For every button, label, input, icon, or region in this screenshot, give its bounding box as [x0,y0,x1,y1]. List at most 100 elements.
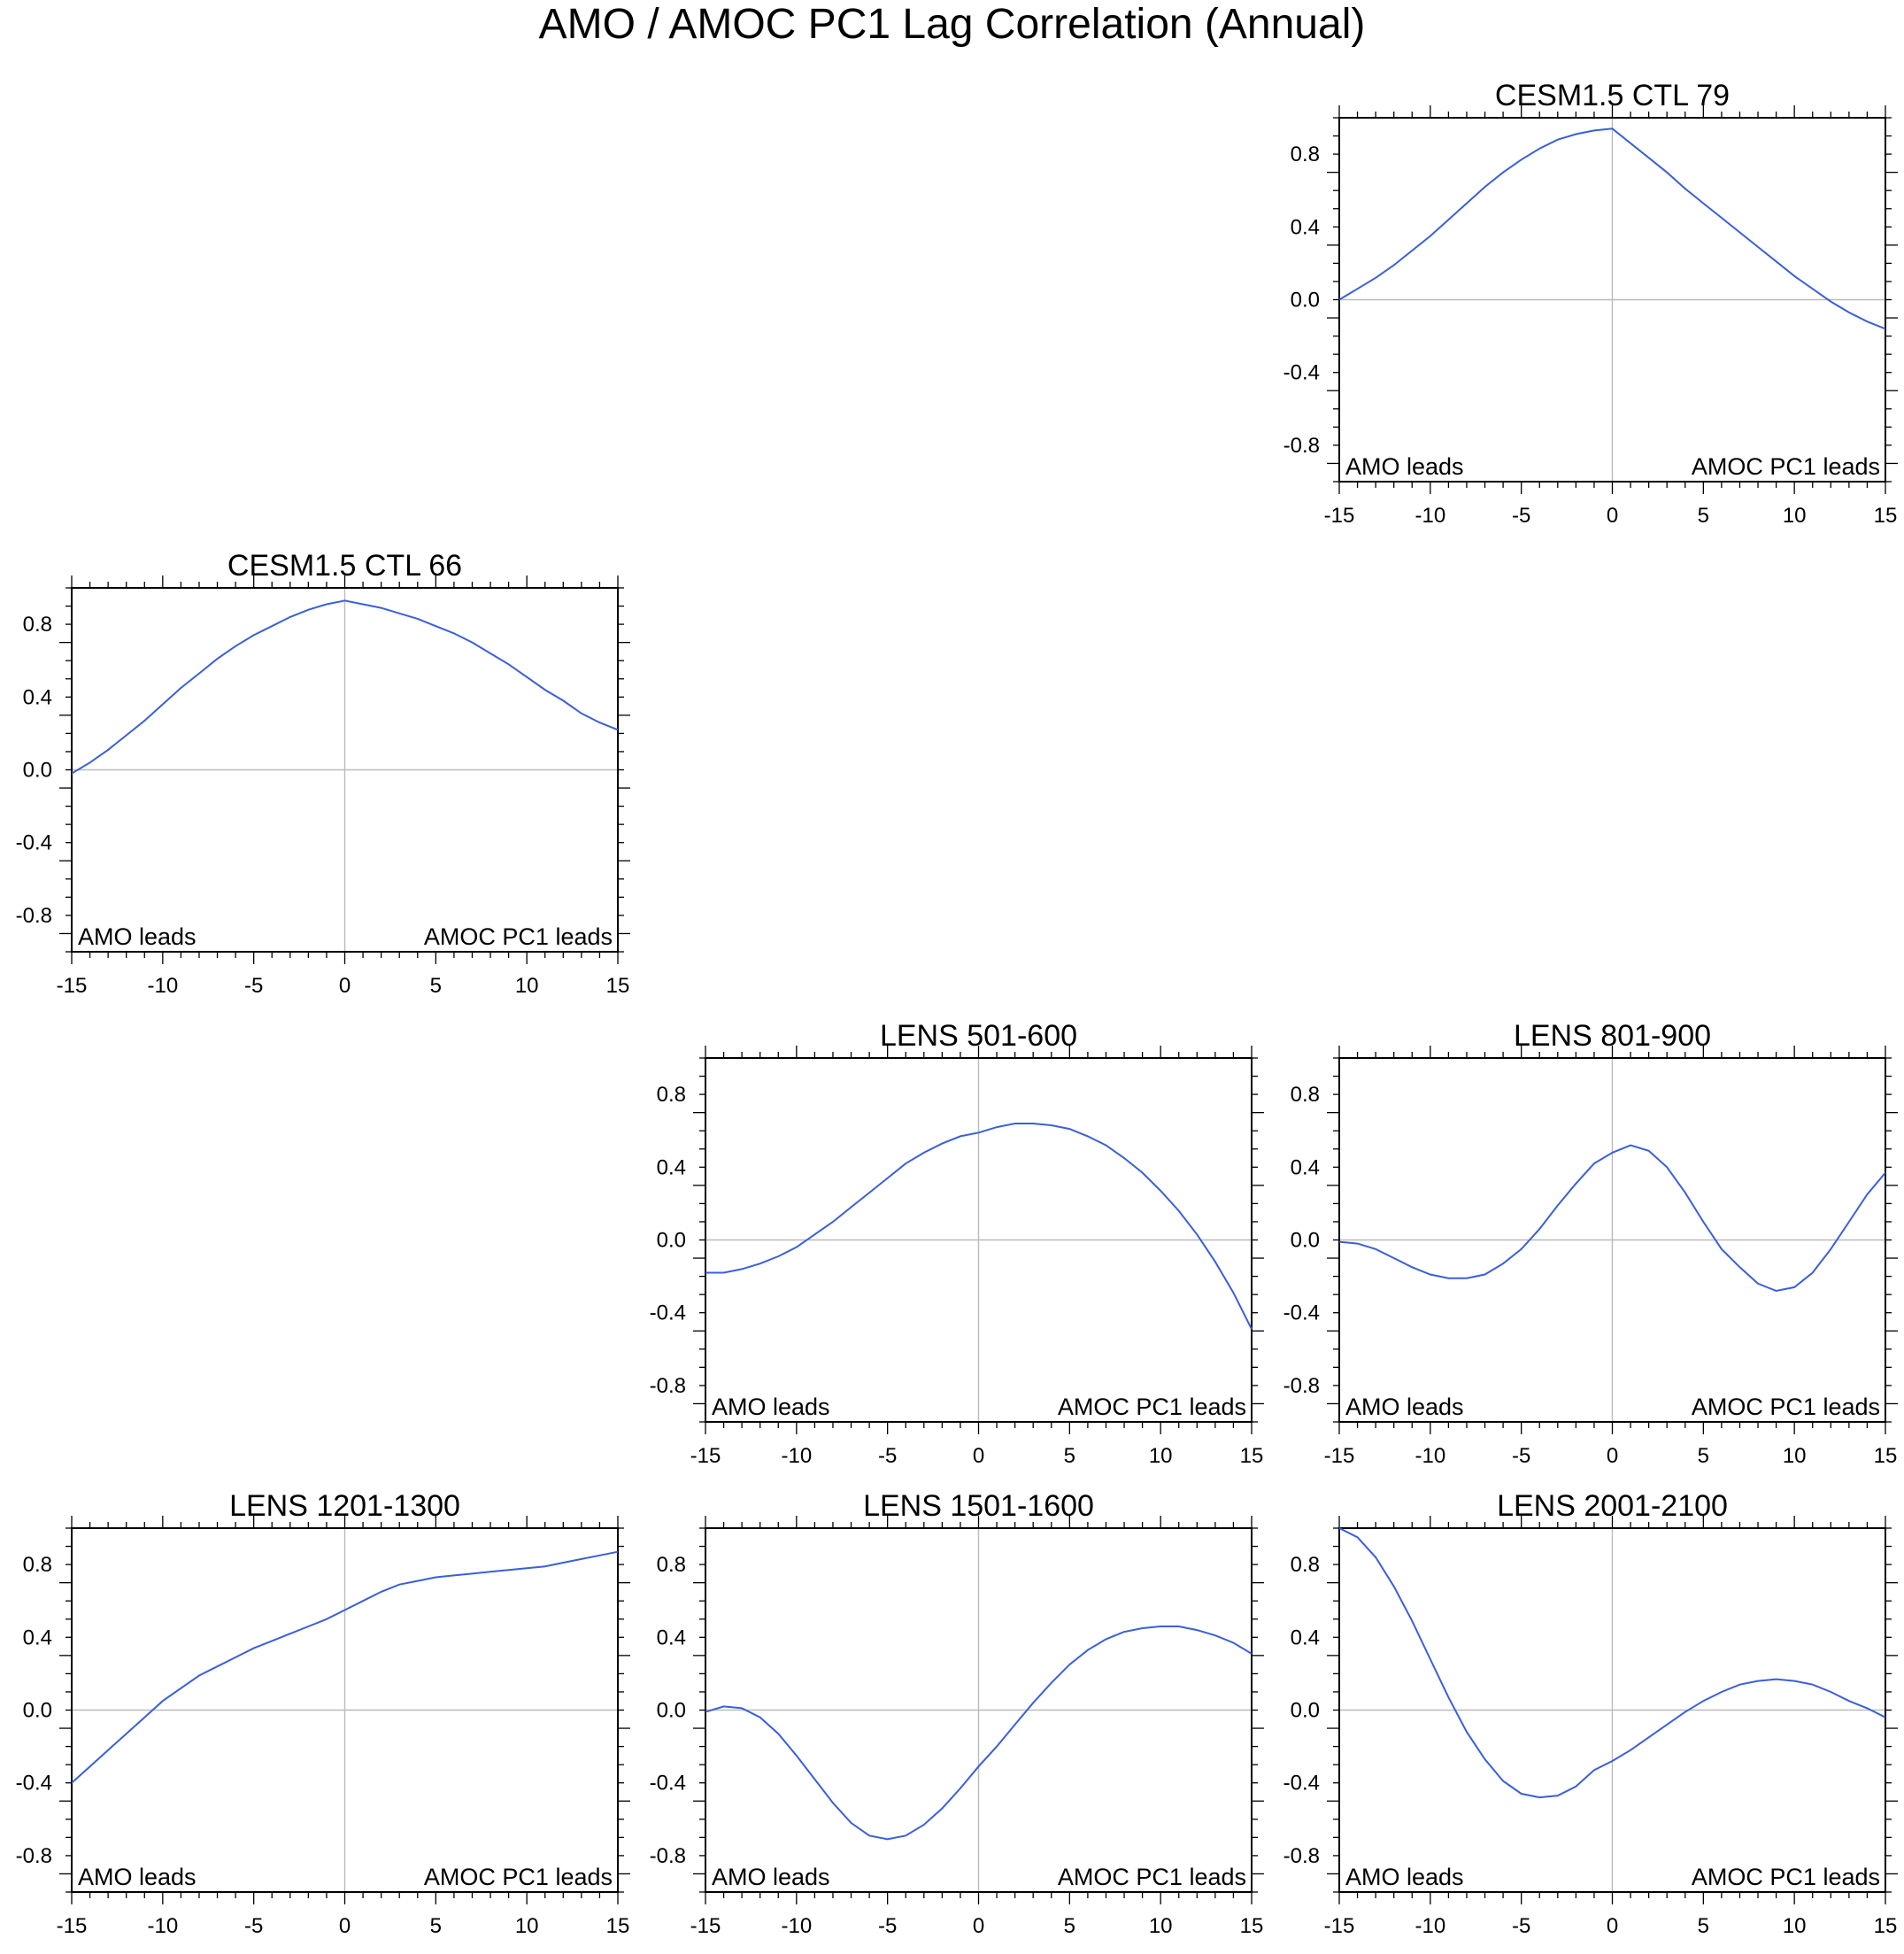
panel-3-title: LENS 501-600 [880,1019,1077,1053]
panel-4-xtick-label: -10 [1415,1444,1445,1468]
panel-7: LENS 2001-2100 -15 -10 -5 0 5 10 15 0.8 0.4 0.0 -0.… [1283,1489,1898,1938]
panel-1-xtick-label: 15 [1874,504,1898,528]
panel-1-series-line [1338,127,1886,330]
panel-5-ticks [59,1516,630,1904]
panel-1-right-annotation: AMOC PC1 leads [1692,453,1880,480]
panel-2-title: CESM1.5 CTL 66 [227,549,462,583]
panel-3-xtick-label: 10 [1149,1444,1173,1468]
panel-4-xtick-label: 10 [1783,1444,1807,1468]
panel-4-xtick-label: -5 [1512,1444,1530,1468]
panel-3-left-annotation: AMO leads [712,1394,830,1420]
panel-3-ytick-label: 0.8 [657,1083,686,1107]
panel-2-xtick-label: 10 [515,974,539,998]
panel-7-ytick-label: 0.0 [1291,1699,1320,1723]
panel-4-xtick-label: 15 [1874,1444,1898,1468]
panel-6-xtick-label: 15 [1240,1914,1264,1938]
panel-7-xtick-label: 0 [1607,1914,1618,1938]
panel-2-ytick-label: 0.0 [23,759,52,783]
panel-4-xtick-label: 0 [1607,1444,1618,1468]
panel-4-frame [1338,1057,1886,1423]
panel-6-series-line [705,1626,1253,1841]
panel-7-xtick-label: 10 [1783,1914,1807,1938]
panel-3-xtick-label: -15 [690,1444,721,1468]
panel-2-xtick-label: -10 [147,974,178,998]
panel-2: CESM1.5 CTL 66 -15 -10 -5 0 5 10 15 0.8 0.4 0.0 -0.… [16,549,630,998]
panel-4-ticks [1327,1046,1898,1434]
panel-6-right-annotation: AMOC PC1 leads [1058,1864,1246,1890]
panel-3-ytick-label: 0.4 [657,1155,686,1179]
panel-2-ytick-label: 0.4 [23,685,52,709]
panel-1-left-annotation: AMO leads [1345,453,1464,480]
panel-2-ytick-label: -0.4 [16,831,52,855]
panel-5-right-annotation: AMOC PC1 leads [424,1864,613,1890]
panel-1-xtick-label: 10 [1783,504,1807,528]
figure-title: AMO / AMOC PC1 Lag Correlation (Annual) [538,1,1366,48]
panel-7-xtick-label: -15 [1324,1914,1355,1938]
panel-1-ytick-label: 0.0 [1291,289,1320,313]
panel-5-xtick-label: -15 [57,1914,88,1938]
panel-4-xtick-label: 5 [1698,1444,1709,1468]
panel-3-xtick-label: 5 [1064,1444,1075,1468]
panel-4: LENS 801-900 -15 -10 -5 0 5 10 15 0.8 0.4 0.0 -0.4 -… [1283,1019,1898,1468]
panel-5-xtick-label: 10 [515,1914,539,1938]
panel-3-xtick-label: -5 [878,1444,897,1468]
panel-4-right-annotation: AMOC PC1 leads [1692,1394,1880,1420]
panel-6-ytick-label: -0.4 [650,1772,686,1796]
panel-7-xtick-label: -10 [1415,1914,1445,1938]
panel-5-xtick-label: 5 [430,1914,442,1938]
panel-2-xtick-label: -5 [244,974,263,998]
panel-2-xtick-label: 0 [339,974,351,998]
panel-5-title: LENS 1201-1300 [229,1489,460,1523]
panel-1-title: CESM1.5 CTL 79 [1495,79,1730,112]
panel-3-right-annotation: AMOC PC1 leads [1058,1394,1246,1420]
panel-7-xtick-label: 15 [1874,1914,1898,1938]
panel-7-ytick-label: 0.4 [1291,1626,1320,1649]
panel-1-xtick-label: -15 [1324,504,1355,528]
panel-2-xtick-label: -15 [57,974,88,998]
panel-7-xtick-label: 5 [1698,1914,1709,1938]
panel-6-left-annotation: AMO leads [712,1864,830,1890]
panel-6: LENS 1501-1600 -15 -10 -5 0 5 10 15 0.8 0.4 0.0 -0.… [650,1489,1264,1938]
panel-7-left-annotation: AMO leads [1345,1864,1464,1890]
panel-3-ytick-label: -0.8 [650,1374,686,1398]
panel-2-ytick-label: 0.8 [23,613,52,637]
panel-2-xtick-label: 5 [430,974,442,998]
panel-4-xtick-label: -15 [1324,1444,1355,1468]
panel-1-xtick-label: -5 [1512,504,1530,528]
panel-6-frame [705,1527,1253,1893]
panel-4-series-line [1338,1144,1886,1293]
panel-4-ytick-label: 0.0 [1291,1229,1320,1253]
panel-1: CESM1.5 CTL 79 -15 -10 -5 0 5 10 15 0.8 0.4 0.0 -0.… [1283,79,1898,528]
panel-6-ytick-label: 0.0 [657,1699,686,1723]
panel-1-xtick-label: -10 [1415,504,1445,528]
panel-3-ytick-label: -0.4 [650,1301,686,1325]
panel-5-ytick-label: 0.4 [23,1626,52,1649]
panel-7-ytick-label: -0.8 [1283,1844,1320,1868]
panel-1-ytick-label: 0.8 [1291,143,1320,166]
panel-1-xtick-label: 5 [1698,504,1709,528]
panel-5-left-annotation: AMO leads [78,1864,197,1890]
panel-4-ytick-label: 0.8 [1291,1083,1320,1107]
panel-1-ytick-label: 0.4 [1291,215,1320,239]
panel-7-frame [1338,1527,1886,1893]
panel-3-xtick-label: 15 [1240,1444,1264,1468]
panel-2-frame [71,587,619,953]
panel-5-ytick-label: 0.8 [23,1553,52,1577]
panel-3-ytick-label: 0.0 [657,1229,686,1253]
panel-5-ytick-label: 0.0 [23,1699,52,1723]
panel-6-xtick-label: 10 [1149,1914,1173,1938]
panel-6-xtick-label: -5 [878,1914,897,1938]
panel-4-ytick-label: -0.8 [1283,1374,1320,1398]
panel-4-ytick-label: -0.4 [1283,1301,1320,1325]
panel-6-xtick-label: -15 [690,1914,721,1938]
panel-3-frame [705,1057,1253,1423]
panel-3-xtick-label: -10 [781,1444,812,1468]
panel-5-ytick-label: -0.4 [16,1772,52,1796]
panel-5-xtick-label: 0 [339,1914,351,1938]
panel-2-ytick-label: -0.8 [16,904,52,928]
panel-2-ticks [59,575,630,964]
panel-2-right-annotation: AMOC PC1 leads [424,923,613,950]
panel-6-xtick-label: -10 [781,1914,812,1938]
